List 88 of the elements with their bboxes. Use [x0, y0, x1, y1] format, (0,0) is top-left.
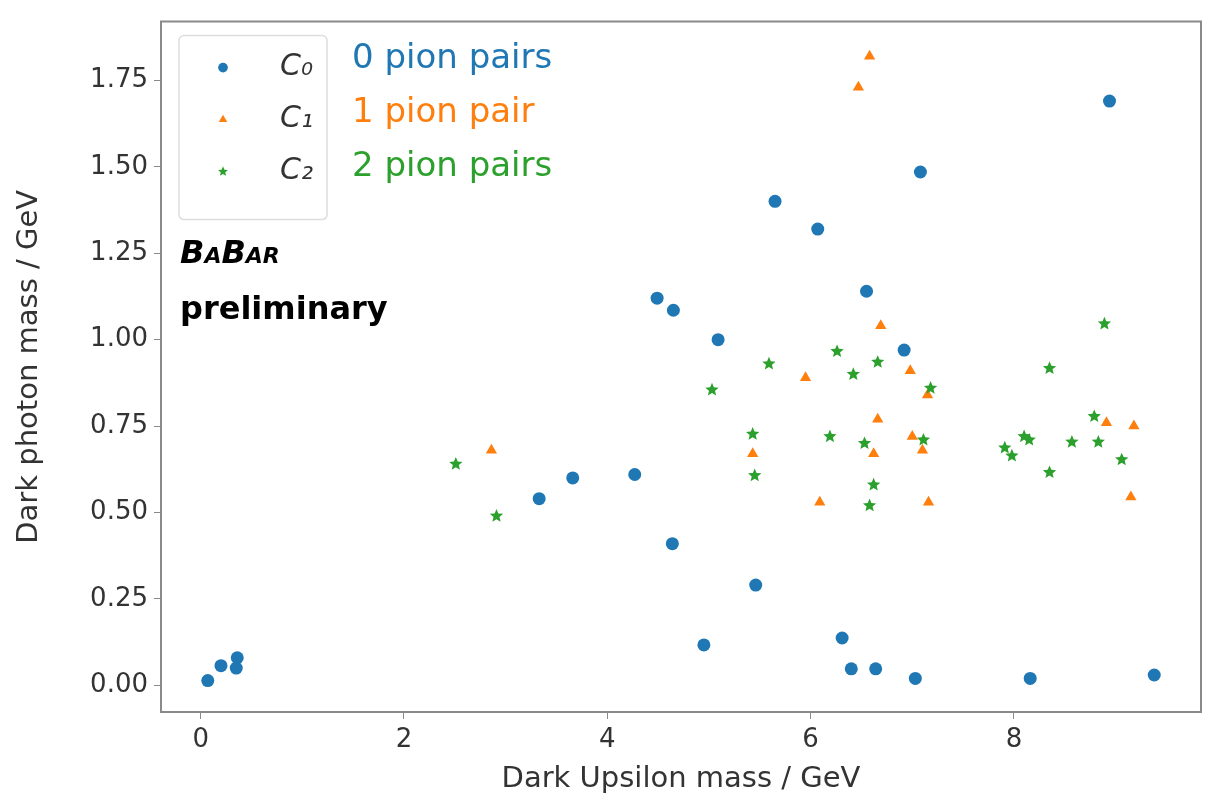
point	[860, 284, 874, 298]
point	[711, 333, 725, 347]
point	[875, 319, 887, 330]
point	[868, 447, 880, 457]
x-tick-label: 4	[599, 723, 616, 754]
point	[846, 367, 860, 380]
point	[830, 344, 844, 358]
point	[230, 651, 244, 665]
point	[628, 467, 642, 481]
y-tick-label: 0.25	[90, 581, 148, 612]
point	[871, 355, 885, 368]
point	[449, 457, 463, 470]
point	[998, 440, 1012, 454]
annotation: BaBar	[180, 232, 280, 271]
y-tick-label: 1.75	[90, 63, 148, 94]
point	[1042, 465, 1057, 479]
x-axis-title: Dark Upsilon mass / GeV	[501, 760, 861, 795]
point	[835, 631, 849, 645]
y-tick-label: 1.00	[90, 322, 148, 353]
point	[1005, 448, 1019, 462]
point	[869, 662, 883, 676]
point	[1103, 94, 1116, 108]
point	[908, 671, 922, 685]
point	[897, 343, 911, 357]
point	[1022, 432, 1036, 446]
point	[1125, 490, 1137, 501]
y-tick-label: 0.50	[90, 495, 148, 526]
x-tick-label: 6	[802, 723, 819, 754]
point	[532, 492, 546, 506]
point	[201, 674, 215, 688]
point	[1023, 671, 1037, 685]
point	[650, 291, 664, 305]
annotation: preliminary	[180, 288, 388, 327]
point	[1065, 434, 1079, 448]
point	[862, 498, 877, 512]
y-tick-label: 1.50	[90, 149, 148, 180]
point	[814, 495, 826, 506]
point	[214, 659, 228, 673]
point	[1100, 416, 1113, 426]
point	[665, 537, 679, 551]
point	[922, 495, 935, 506]
point	[749, 578, 763, 592]
point	[697, 638, 711, 652]
point	[746, 427, 760, 440]
point	[904, 364, 916, 375]
point	[1097, 316, 1112, 330]
x-tick-label: 0	[192, 723, 209, 754]
y-axis-title: Dark photon mass / GeV	[9, 189, 44, 544]
point	[666, 303, 680, 317]
point	[748, 468, 762, 482]
point	[811, 222, 825, 236]
point	[768, 194, 782, 208]
legend-label: C₀	[280, 47, 313, 83]
legend-label: C₁	[280, 99, 313, 135]
legend-label: C₂	[280, 151, 313, 187]
point	[485, 443, 498, 454]
point	[1128, 419, 1140, 430]
point	[705, 382, 719, 396]
point	[857, 436, 872, 450]
y-tick-label: 0.75	[90, 408, 148, 439]
point	[913, 165, 927, 179]
point	[1091, 434, 1105, 448]
point	[844, 662, 858, 676]
point	[823, 429, 837, 443]
point	[906, 429, 918, 440]
point	[799, 371, 812, 381]
point	[566, 471, 580, 485]
point	[923, 381, 938, 394]
annotation: 0 pion pairs	[352, 36, 553, 77]
point	[489, 508, 504, 522]
point	[866, 477, 881, 491]
point	[762, 356, 776, 370]
point	[1042, 361, 1057, 375]
point	[1087, 409, 1101, 423]
point	[863, 49, 876, 60]
point	[1115, 452, 1129, 466]
point	[1147, 668, 1161, 682]
x-tick-label: 8	[1005, 723, 1023, 754]
point	[872, 412, 884, 423]
point	[916, 432, 931, 446]
y-tick-label: 0.00	[90, 668, 148, 699]
annotation: 1 pion pair	[352, 90, 535, 131]
point	[852, 80, 865, 91]
annotation: 2 pion pairs	[352, 144, 553, 185]
point	[747, 447, 759, 457]
x-tick-label: 2	[395, 723, 413, 754]
y-tick-label: 1.25	[90, 235, 148, 266]
point	[916, 443, 929, 454]
